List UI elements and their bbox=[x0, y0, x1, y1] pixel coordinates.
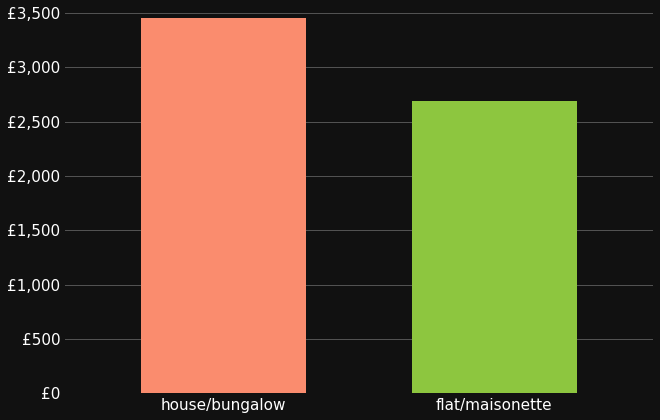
Bar bbox=[141, 18, 306, 393]
Bar bbox=[412, 101, 577, 393]
